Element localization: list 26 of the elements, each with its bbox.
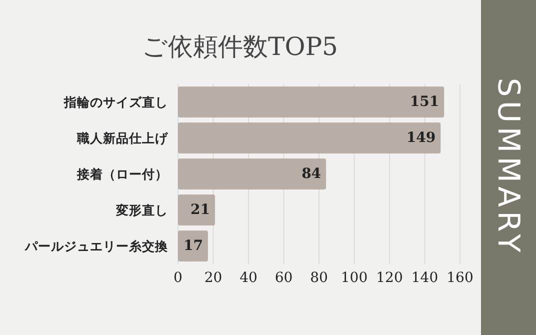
x-tick-label: 140 <box>411 270 438 286</box>
y-tick-label: 職人新品仕上げ <box>76 130 169 146</box>
data-label: 17 <box>183 238 203 254</box>
text: SUMMARY <box>490 78 526 256</box>
y-tick-label: 変形直し <box>115 202 168 218</box>
bar <box>178 86 444 118</box>
x-tick-label: 100 <box>340 270 368 286</box>
x-tick-label: 60 <box>274 270 293 286</box>
chart-title: ご依頼件数TOP5 <box>142 32 338 61</box>
y-tick-label: 指輪のサイズ直し <box>63 94 168 110</box>
bar <box>178 122 441 154</box>
data-label: 149 <box>406 130 436 146</box>
y-tick-label: パールジュエリー糸交換 <box>24 238 169 254</box>
x-tick-label: 40 <box>240 270 258 286</box>
data-label: 21 <box>190 202 210 218</box>
x-tick-label: 0 <box>174 270 182 286</box>
data-label: 84 <box>302 166 322 182</box>
y-tick-label: 接着（ロー付） <box>76 166 168 182</box>
data-label: 151 <box>410 94 440 110</box>
x-tick-label: 160 <box>446 270 474 286</box>
x-tick-label: 120 <box>376 270 403 286</box>
bar <box>178 194 216 226</box>
bar <box>178 230 208 262</box>
x-tick-label: 80 <box>310 270 328 286</box>
x-tick-label: 20 <box>204 270 222 286</box>
bar <box>178 158 326 190</box>
